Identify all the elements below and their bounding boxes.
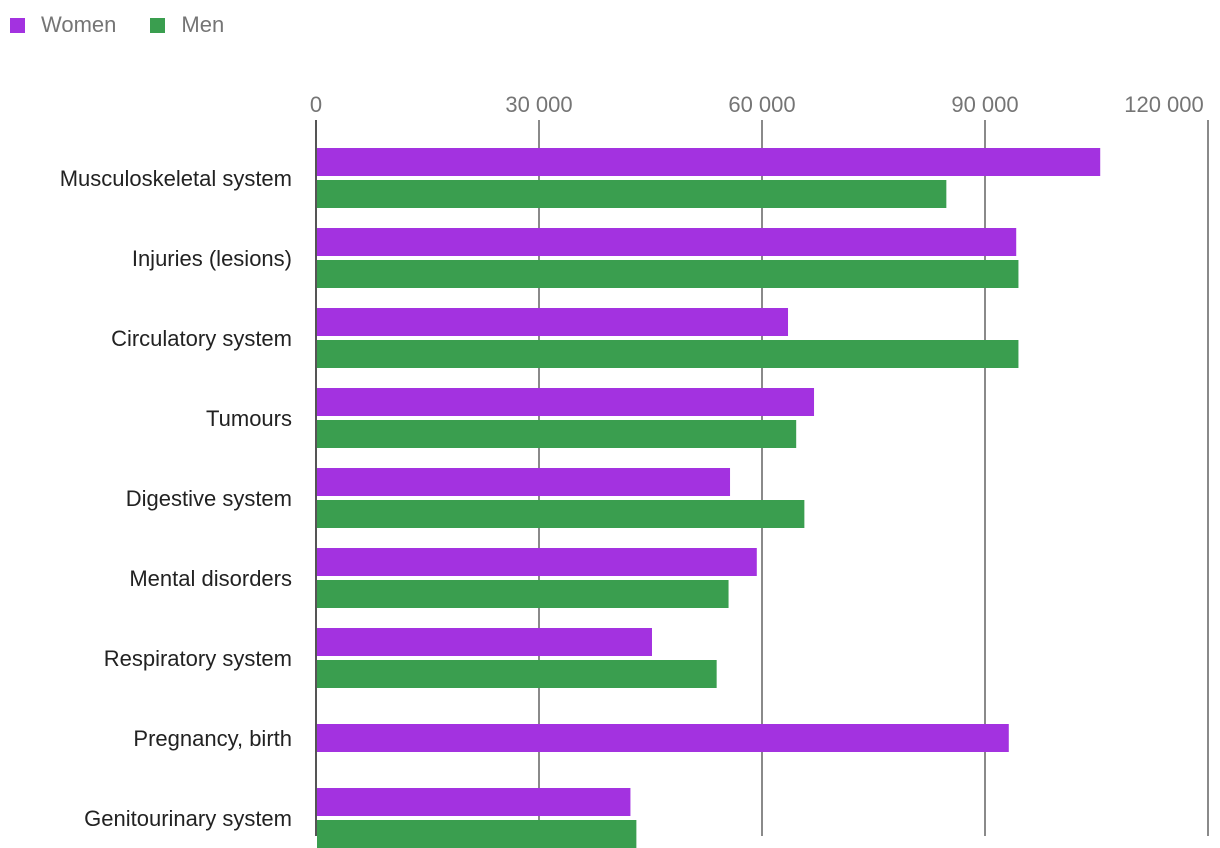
bar-women[interactable] xyxy=(317,548,757,576)
category-label: Circulatory system xyxy=(111,326,292,351)
category-label: Pregnancy, birth xyxy=(133,726,292,751)
legend-item-women[interactable]: Women xyxy=(10,12,116,38)
legend-label-men: Men xyxy=(181,12,225,37)
category-label: Injuries (lesions) xyxy=(132,246,292,271)
category-label: Genitourinary system xyxy=(84,806,292,831)
bar-men[interactable] xyxy=(317,260,1019,288)
bar-men[interactable] xyxy=(317,500,805,528)
legend-item-men[interactable]: Men xyxy=(150,12,224,38)
bar-men[interactable] xyxy=(317,580,729,608)
category-labels: Musculoskeletal system Injuries (lesions)… xyxy=(60,166,292,831)
category-label: Tumours xyxy=(206,406,292,431)
category-label: Musculoskeletal system xyxy=(60,166,292,191)
x-tick-label: 60 000 xyxy=(728,92,795,117)
category-label: Respiratory system xyxy=(104,646,292,671)
bars xyxy=(317,148,1101,848)
bar-men[interactable] xyxy=(317,660,717,688)
bar-women[interactable] xyxy=(317,228,1017,256)
x-tick-label: 0 xyxy=(310,92,322,117)
bar-men[interactable] xyxy=(317,340,1019,368)
bar-women[interactable] xyxy=(317,724,1009,752)
legend: Women Men xyxy=(10,12,258,38)
bar-men[interactable] xyxy=(317,420,797,448)
category-label: Digestive system xyxy=(126,486,292,511)
legend-swatch-women xyxy=(10,17,25,33)
legend-label-women: Women xyxy=(41,12,117,37)
bar-women[interactable] xyxy=(317,788,631,816)
x-tick-label: 30 000 xyxy=(505,92,572,117)
category-label: Mental disorders xyxy=(129,566,292,591)
bar-men[interactable] xyxy=(317,180,947,208)
bar-women[interactable] xyxy=(317,308,789,336)
x-tick-label: 90 000 xyxy=(951,92,1018,117)
x-axis-tick-labels: 0 30 000 60 000 90 000 120 000 xyxy=(310,92,1204,117)
bar-women[interactable] xyxy=(317,148,1101,176)
bar-women[interactable] xyxy=(317,468,731,496)
x-tick-label: 120 000 xyxy=(1124,92,1204,117)
bar-women[interactable] xyxy=(317,388,815,416)
bar-men[interactable] xyxy=(317,820,637,848)
legend-swatch-men xyxy=(150,17,166,33)
bar-women[interactable] xyxy=(317,628,652,656)
